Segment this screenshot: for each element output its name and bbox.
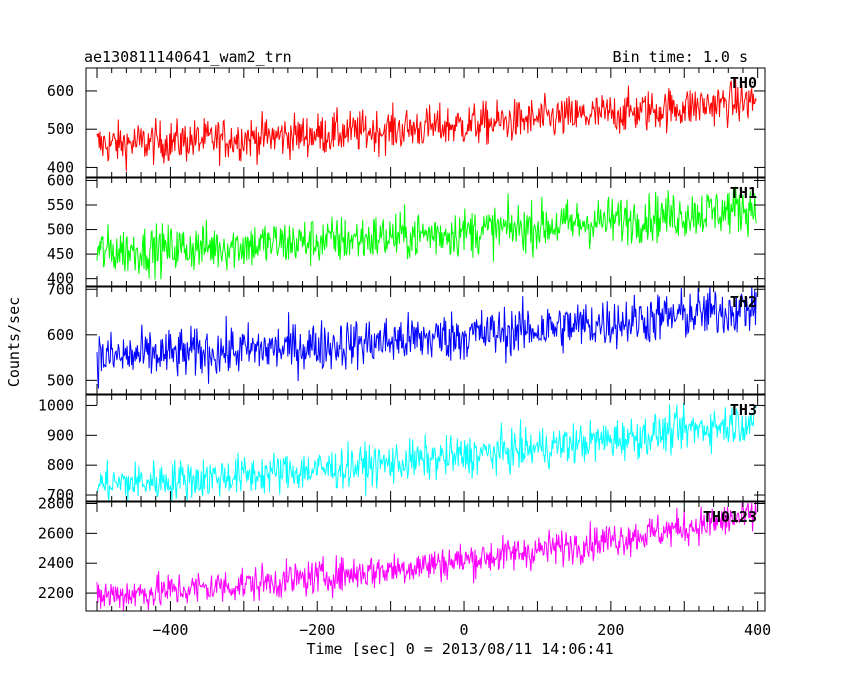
panel-frame: [85, 286, 766, 395]
y-tick-label: 2600: [38, 524, 74, 542]
bin-time-label: Bin time: 1.0 s: [613, 48, 748, 66]
panel-th1: 400 450 500 550 600 TH1: [47, 171, 766, 288]
panel-th2: 500 600 700 TH2: [47, 280, 766, 395]
x-axis-label: Time [sec] 0 = 2013/08/11 14:06:41: [306, 640, 613, 658]
y-tick-label: 2800: [38, 494, 74, 512]
series-line-th3: [96, 402, 757, 502]
x-tick-label: 200: [597, 621, 624, 639]
y-tick-label: 500: [47, 120, 74, 138]
series-label-th2: TH2: [730, 293, 757, 311]
panel-frame: [85, 501, 766, 612]
panel-th0: 400 500 600 TH0: [47, 67, 766, 178]
y-tick-label: 600: [47, 82, 74, 100]
y-tick-label: 500: [47, 221, 74, 239]
y-tick-label: 400: [47, 270, 74, 288]
y-tick-label: 550: [47, 196, 74, 214]
y-tick-label: 1000: [38, 396, 74, 414]
series-line-th2: [96, 286, 757, 389]
series-label-th1: TH1: [730, 184, 757, 202]
y-axis-label: Counts/sec: [5, 297, 23, 387]
series-line-th0: [96, 78, 757, 172]
panel-th3: 700 800 900 1000 TH3: [38, 394, 766, 504]
panels: 400 500 600 TH0 400 450 500 550 600 TH1 500 600 700 T…: [38, 67, 771, 639]
x-tick-label: 0: [460, 621, 469, 639]
panel-frame: [85, 177, 766, 287]
x-tick-label: 400: [744, 621, 771, 639]
series-line-th1: [96, 186, 757, 280]
y-tick-label: 800: [47, 456, 74, 474]
x-tick-label: −400: [152, 621, 188, 639]
y-tick-label: 2400: [38, 554, 74, 572]
y-tick-label: 700: [47, 280, 74, 298]
y-tick-label: 2200: [38, 584, 74, 602]
panel-th0123: 2200 2400 2600 2800 TH0123: [38, 494, 766, 612]
panel-frame: [85, 67, 766, 178]
chart-title: ae130811140641_wam2_trn: [84, 48, 292, 66]
y-tick-label: 450: [47, 245, 74, 263]
panel-frame: [85, 394, 766, 502]
series-label-th0123: TH0123: [703, 508, 757, 526]
y-tick-label: 900: [47, 426, 74, 444]
x-tick-label: −200: [299, 621, 335, 639]
y-tick-label: 400: [47, 158, 74, 176]
series-line-th0123: [96, 501, 757, 612]
series-label-th3: TH3: [730, 401, 757, 419]
y-tick-label: 500: [47, 371, 74, 389]
series-label-th0: TH0: [730, 74, 757, 92]
y-tick-label: 600: [47, 171, 74, 189]
y-tick-label: 700: [47, 486, 74, 504]
y-tick-label: 600: [47, 326, 74, 344]
